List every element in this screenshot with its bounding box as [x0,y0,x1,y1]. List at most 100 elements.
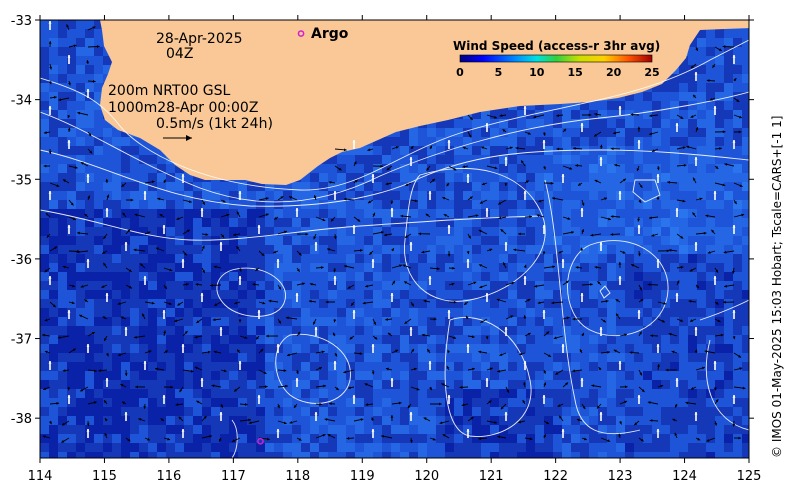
wind-cell [562,101,571,110]
wind-cell [427,308,436,317]
wind-cell [625,173,634,182]
wind-cell [454,128,463,137]
wind-cell [328,389,337,398]
wind-cell [652,137,661,146]
wind-cell [616,443,625,452]
wind-cell [607,263,616,272]
current-arrow [385,318,393,321]
wind-cell [166,416,175,425]
wind-cell [481,353,490,362]
wind-cell [661,380,670,389]
wind-cell [220,434,229,443]
wind-cell [211,326,220,335]
wind-cell [220,290,229,299]
current-arrow [124,327,128,336]
wind-cell [436,425,445,434]
wind-cell [490,317,499,326]
wind-cell [742,65,749,74]
wind-cell [481,173,490,182]
wind-cell [58,119,67,128]
current-arrow [657,384,664,388]
wind-cell [733,119,742,128]
wind-cell [589,389,598,398]
current-arrow [657,364,660,371]
current-arrow [447,349,450,354]
current-arrow [418,232,431,236]
wind-cell [112,245,121,254]
wind-cell [130,290,139,299]
wind-cell [67,173,76,182]
wind-cell [643,425,652,434]
wind-cell [166,218,175,227]
wind-cell [382,209,391,218]
wind-cell [508,389,517,398]
wind-cell [427,191,436,200]
current-arrow [133,248,146,252]
current-arrow [68,216,77,221]
wind-cell [418,416,427,425]
wind-cell [85,317,94,326]
current-arrow [68,80,71,86]
wind-cell [283,353,292,362]
wind-cell [589,416,598,425]
wind-cell [625,398,634,407]
y-tick-label: -35 [11,173,32,188]
wind-cell [679,146,688,155]
wind-cell [256,398,265,407]
wind-cell [364,425,373,434]
wind-cell [616,344,625,353]
wind-cell [445,344,454,353]
wind-cell [715,344,724,353]
current-arrow [637,140,641,149]
wind-cell [274,335,283,344]
current-arrow [333,318,337,323]
current-arrow [534,284,545,288]
current-arrow [347,386,355,390]
wind-cell [544,218,553,227]
wind-cell [499,398,508,407]
wind-cell [472,335,481,344]
wind-cell [679,407,688,416]
current-arrow [714,301,719,305]
wind-cell [643,398,652,407]
current-arrow [201,233,209,236]
wind-cell [499,281,508,290]
wind-cell [265,425,274,434]
wind-cell [580,182,589,191]
wind-cell [517,317,526,326]
wind-cell [679,416,688,425]
depth-line-2: 1000m28-Apr 00:00Z [108,100,258,116]
wind-cell [418,146,427,155]
current-arrow [248,420,260,425]
wind-cell [58,164,67,173]
wind-cell [499,173,508,182]
wind-cell [49,308,58,317]
wind-cell [580,290,589,299]
current-arrow [556,147,564,151]
wind-cell [337,245,346,254]
current-arrow [467,214,479,218]
wind-cell [535,353,544,362]
wind-cell [616,290,625,299]
wind-cell [274,443,283,452]
wind-cell [283,218,292,227]
wind-cell [724,56,733,65]
wind-cell [328,191,337,200]
wind-cell [193,326,202,335]
wind-cell [535,146,544,155]
wind-cell [490,299,499,308]
wind-cell [373,407,382,416]
wind-cell [85,353,94,362]
wind-cell [238,398,247,407]
wind-cell [499,335,508,344]
wind-cell [526,335,535,344]
wind-cell [400,425,409,434]
wind-cell [130,281,139,290]
current-arrow [429,317,437,321]
wind-cell [742,164,749,173]
wind-cell [139,353,148,362]
wind-cell [49,281,58,290]
current-arrow [49,420,52,425]
wind-cell [625,362,634,371]
wind-cell [103,236,112,245]
